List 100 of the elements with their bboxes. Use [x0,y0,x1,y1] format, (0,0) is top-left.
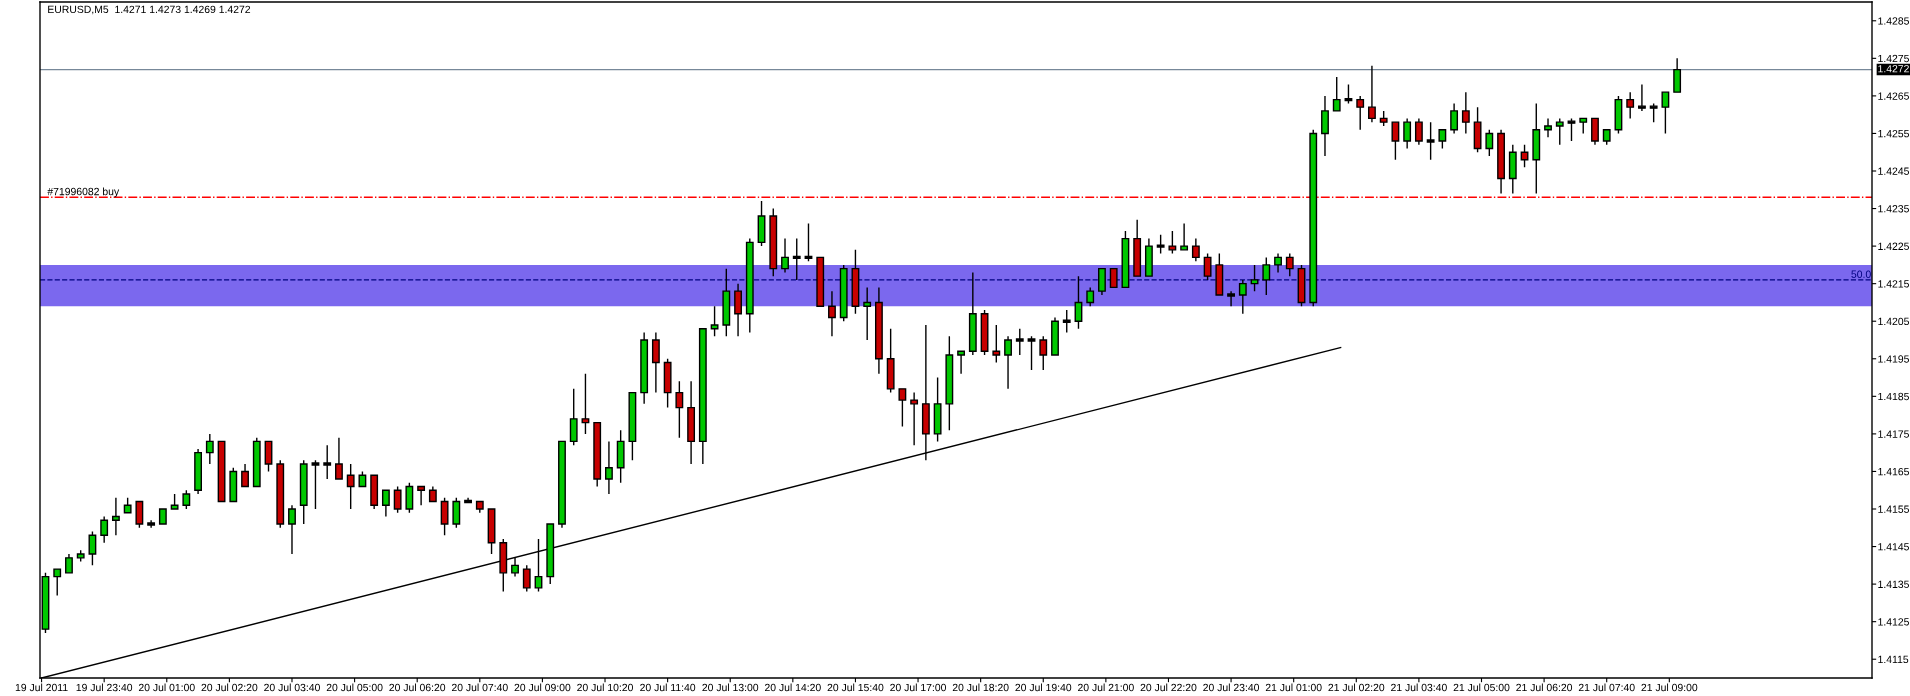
candlestick [675,380,684,439]
candlestick [1168,230,1177,255]
x-tick-label: 20 Jul 01:00 [138,683,195,692]
annotation: 50.0 [1851,270,1871,278]
candlestick [123,497,132,514]
candlestick [135,500,144,529]
candlestick [1356,95,1365,131]
candlestick [393,485,402,514]
candlestick [346,463,355,510]
candlestick [1661,91,1670,135]
y-tick-label: 1.4115 [1878,655,1909,664]
x-tick-label: 20 Jul 14:20 [764,683,821,692]
candlestick [182,489,191,510]
y-tick-label: 1.4175 [1878,430,1909,438]
x-tick-label: 20 Jul 09:00 [514,683,571,692]
y-tick-label: 1.4285 [1878,17,1909,25]
x-tick-label: 20 Jul 02:20 [201,683,258,692]
candlestick [499,538,508,593]
candlestick [1591,117,1599,146]
candlestick [1403,117,1412,150]
candlestick [1004,335,1012,390]
x-tick-label: 20 Jul 13:00 [702,683,759,692]
candlestick [1649,102,1658,123]
candlestick [1497,128,1505,195]
candlestick [1344,83,1353,105]
candlestick [651,331,660,394]
candlestick [628,391,637,461]
candlestick [781,237,789,274]
candlestick [569,388,578,446]
candlestick [1379,110,1388,127]
chart-title: EURUSD,M5 1.4271 1.4273 1.4269 1.4272 [48,5,251,15]
candlestick [1567,117,1576,142]
y-tick-label: 1.4185 [1878,392,1909,401]
candlestick [241,463,249,488]
candlestick [205,433,214,465]
candlestick [335,436,343,480]
candlestick [933,376,942,443]
candlestick [1426,121,1435,161]
candlestick [1473,106,1482,153]
y-tick-label: 1.4215 [1878,280,1909,288]
candlestick [475,500,484,514]
candlestick [264,440,273,473]
candlestick [593,421,602,488]
y-tick-label: 1.4205 [1878,317,1909,326]
candlestick [487,508,496,555]
x-tick-label: 19 Jul 23:40 [76,683,133,692]
x-tick-label: 20 Jul 06:20 [389,683,446,692]
candlestick [1391,121,1400,161]
x-tick-label: 20 Jul 07:40 [451,683,508,692]
candlestick [311,459,320,510]
y-tick-label: 1.4145 [1878,543,1909,551]
x-tick-label: 21 Jul 01:00 [1265,683,1322,692]
candlestick [88,530,97,567]
y-tick-label: 1.4245 [1878,167,1909,175]
x-tick-label: 20 Jul 11:40 [640,683,696,692]
candlestick [111,497,120,536]
y-tick-label: 1.4255 [1878,129,1909,138]
x-tick-label: 21 Jul 06:20 [1516,683,1573,692]
candlestick [417,485,426,506]
candlestick [1438,128,1447,150]
y-tick-label: 1.4275 [1878,54,1909,63]
x-tick-label: 20 Jul 15:40 [827,683,884,692]
candlestick [358,470,367,488]
candlestick [158,508,167,525]
candlestick [640,331,649,405]
candlestick [1602,128,1611,146]
x-tick-label: 21 Jul 02:20 [1328,683,1385,692]
candlestick [1485,128,1494,157]
x-tick-label: 21 Jul 05:00 [1453,683,1510,692]
candlestick [1039,335,1048,371]
candlestick [522,564,531,593]
candlestick [1450,102,1459,135]
candlestick [452,497,461,529]
candlestick [370,474,379,510]
candlestick [170,493,179,510]
candlestick [1321,95,1329,157]
ref-line-label: 1.4272 [1878,65,1909,73]
x-tick-label: 21 Jul 09:00 [1641,683,1698,692]
candlestick [710,305,719,337]
candlestick [76,549,85,563]
candlestick [1520,144,1529,168]
candlestick [405,482,414,514]
candlestick [1461,91,1470,135]
y-tick-label: 1.4155 [1878,505,1909,513]
candlestick [698,328,707,465]
candlestick [53,568,62,597]
x-tick-label: 20 Jul 05:00 [326,683,383,692]
candlestick [1544,117,1552,138]
candlestick [1508,144,1517,195]
y-tick-label: 1.4125 [1878,618,1909,626]
candlestick [874,286,883,375]
ref-line-label: #71996082 buy [47,187,120,198]
candlestick [147,519,156,529]
x-tick-label: 20 Jul 10:20 [577,683,633,692]
candlestick [194,448,203,495]
candlestick [804,222,813,262]
candlestick [757,200,766,247]
y-tick-label: 1.4265 [1878,92,1909,100]
candlestick [1156,234,1165,255]
candlestick [663,358,672,409]
